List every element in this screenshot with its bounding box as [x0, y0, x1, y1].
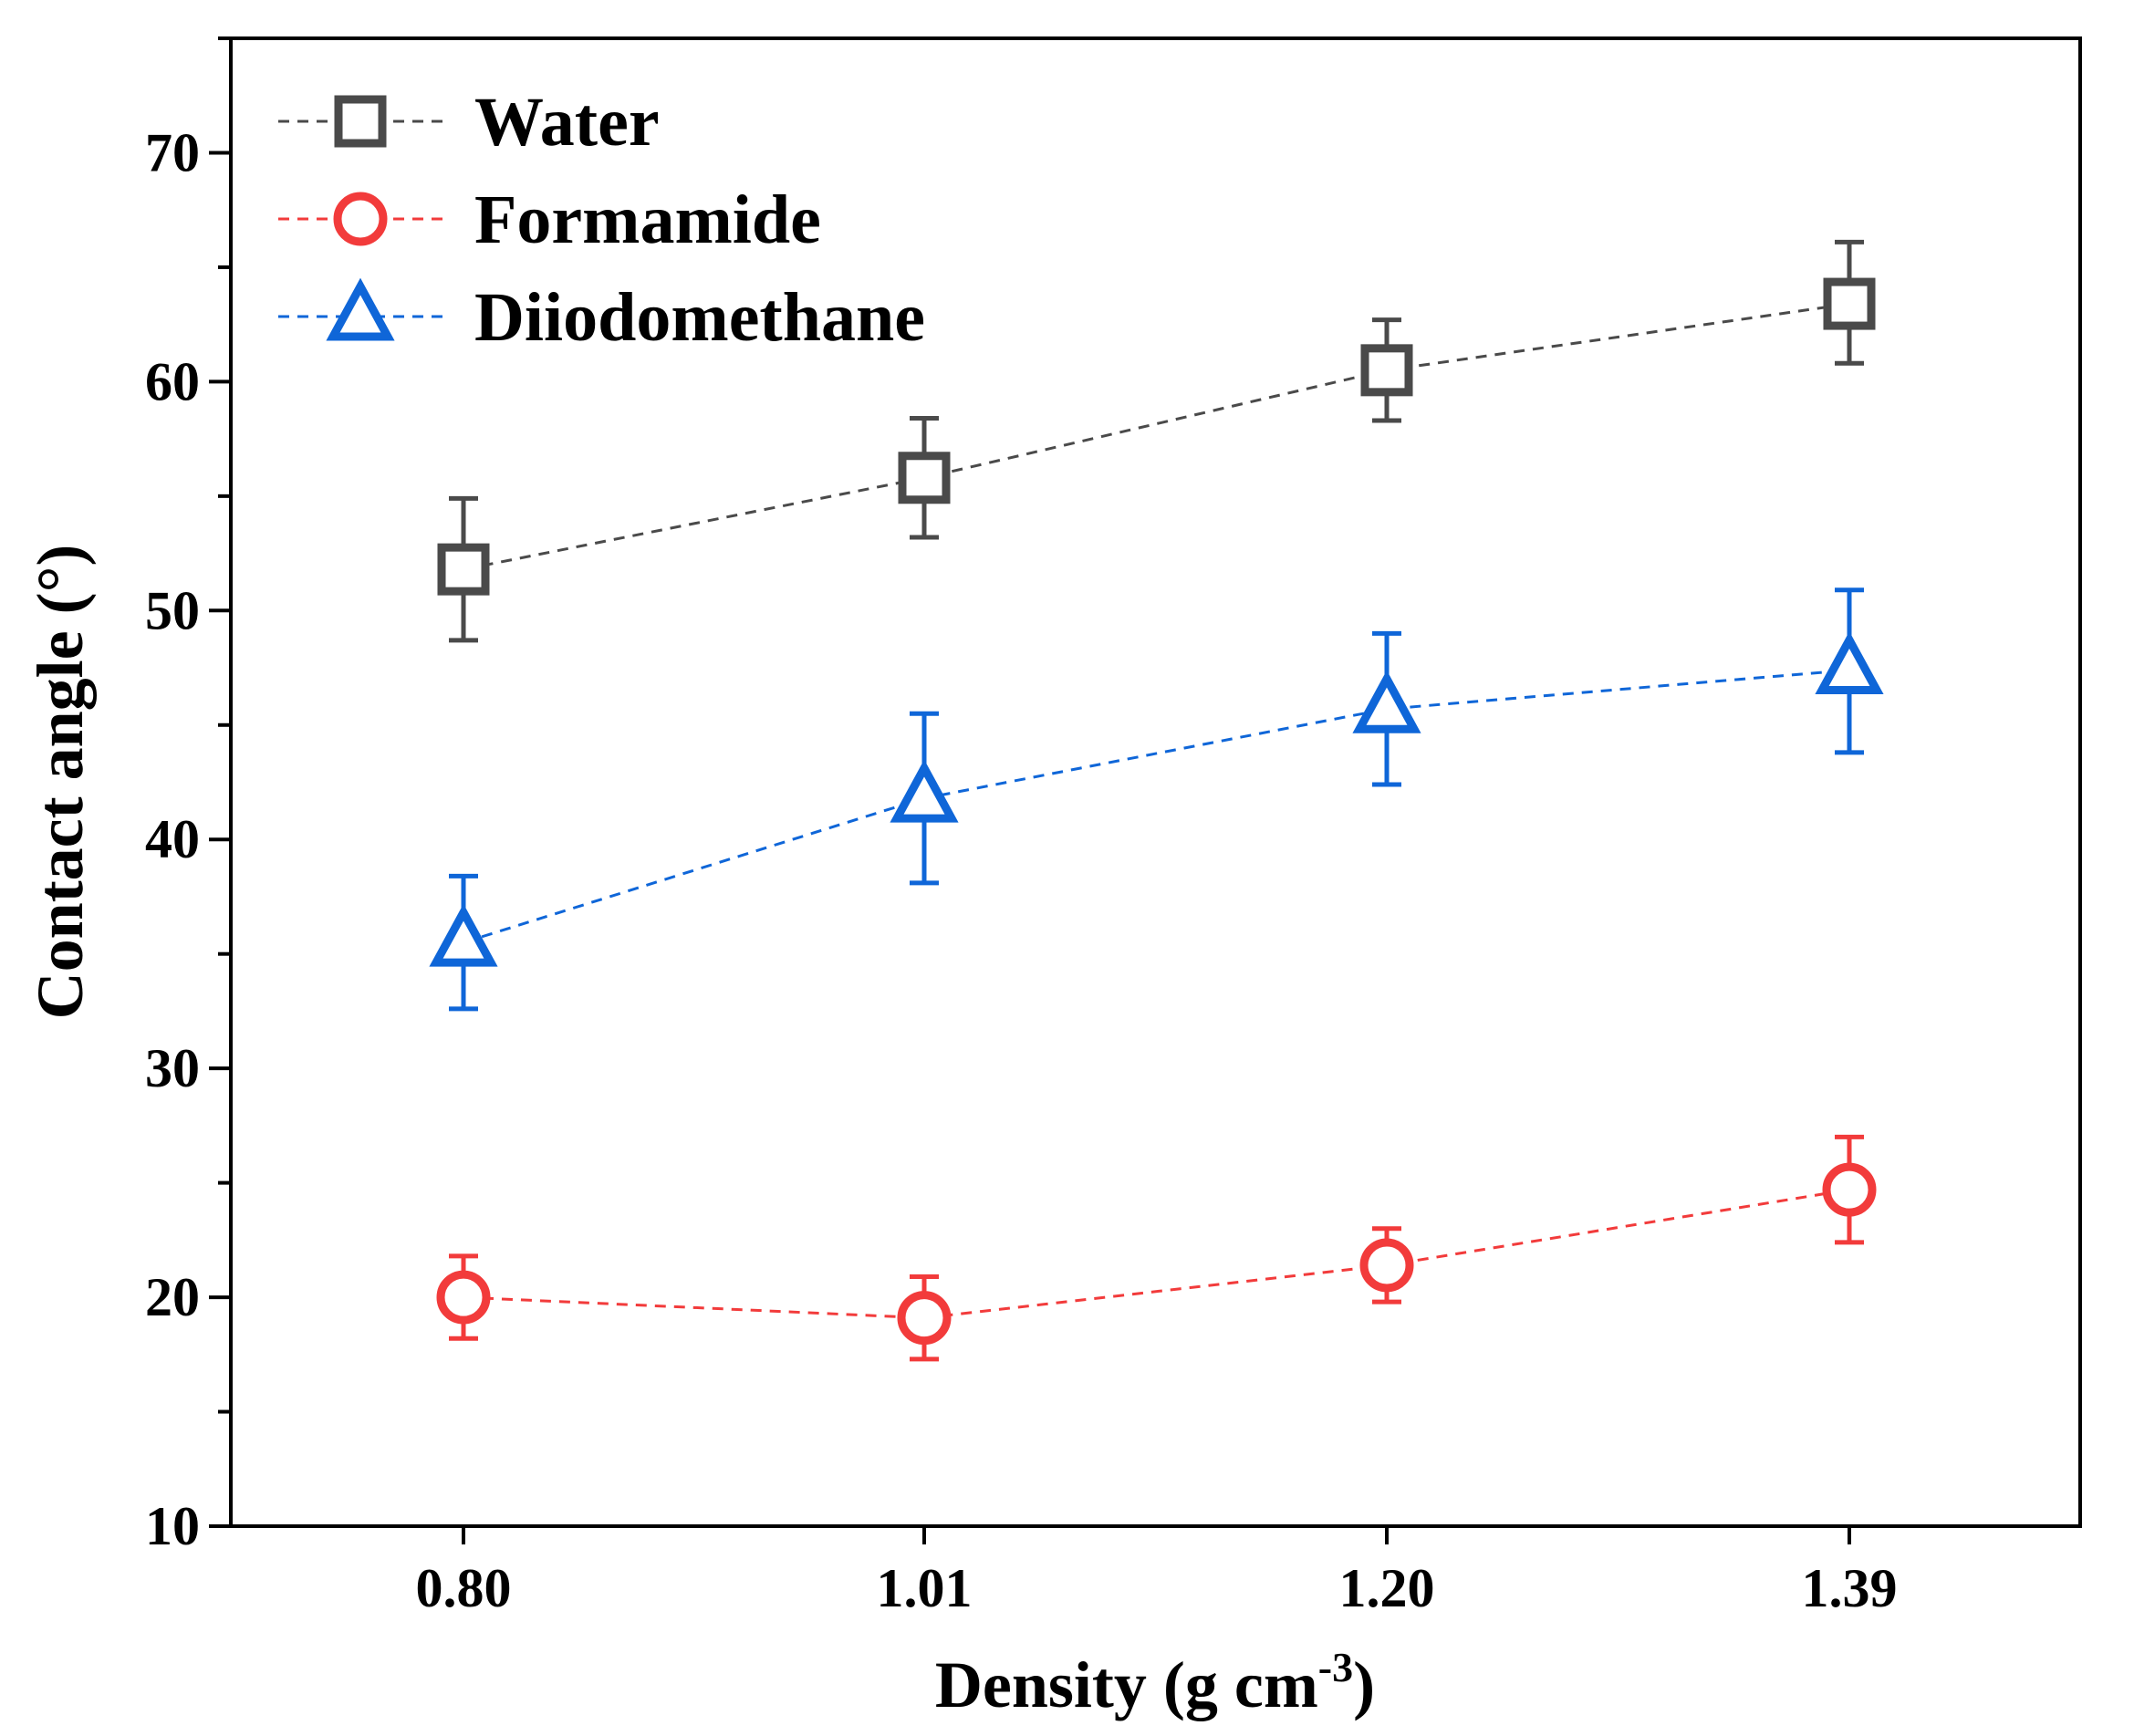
y-tick-label: 40	[145, 809, 200, 869]
series-water	[437, 239, 1876, 643]
legend-marker-diiodomethane	[326, 277, 395, 341]
series-diiodomethane	[429, 587, 1884, 1012]
water-point	[1823, 277, 1876, 330]
diiodomethane-point	[1815, 631, 1884, 695]
diiodomethane-point	[890, 759, 959, 823]
x-axis-title-end: )	[1353, 1648, 1375, 1721]
y-tick-label: 30	[145, 1038, 200, 1098]
plot-frame	[229, 36, 2082, 1528]
legend-item-diiodomethane: Diiodomethane	[278, 277, 925, 356]
legend-marker-formamide	[333, 192, 388, 246]
formamide-point	[897, 1291, 952, 1346]
x-axis-title-superscript: -3	[1318, 1644, 1353, 1690]
x-axis-title: Density (g cm-3)	[935, 1644, 1375, 1721]
legend-marker-water	[334, 95, 387, 148]
x-tick-label: 1.01	[877, 1558, 973, 1618]
y-tick-label: 60	[145, 351, 200, 411]
legend-item-formamide: Formamide	[278, 182, 821, 258]
water-point	[1360, 344, 1413, 397]
legend-label-water: Water	[474, 84, 660, 161]
diiodomethane-point	[429, 903, 498, 967]
x-tick-label: 1.20	[1339, 1558, 1435, 1618]
y-tick-label: 70	[145, 122, 200, 182]
diiodomethane-line	[463, 669, 1850, 944]
legend: Water Formamide Diiodomethane	[278, 84, 925, 356]
x-axis-title-main: Density (g cm	[935, 1648, 1318, 1721]
water-point	[437, 543, 490, 596]
y-tick-label: 10	[145, 1496, 200, 1556]
y-axis-title: Contact angle (°)	[24, 545, 97, 1020]
x-axis: 0.80 1.01 1.20 1.39	[416, 1526, 1898, 1618]
series-layer	[429, 239, 1884, 1362]
y-axis: 10 20 30 40 50 60 70	[145, 36, 231, 1556]
x-tick-label: 1.39	[1802, 1558, 1898, 1618]
y-tick-label: 20	[145, 1267, 200, 1327]
formamide-point	[436, 1270, 491, 1325]
water-point	[898, 452, 951, 504]
legend-item-water: Water	[278, 84, 660, 161]
legend-label-formamide: Formamide	[474, 182, 821, 258]
diiodomethane-point	[1352, 670, 1421, 733]
formamide-line	[463, 1188, 1850, 1320]
formamide-point	[1359, 1238, 1414, 1293]
formamide-point	[1822, 1162, 1877, 1217]
water-line	[463, 302, 1850, 571]
legend-label-diiodomethane: Diiodomethane	[474, 279, 925, 356]
y-tick-label: 50	[145, 580, 200, 640]
series-formamide	[436, 1134, 1877, 1362]
x-tick-label: 0.80	[416, 1558, 512, 1618]
